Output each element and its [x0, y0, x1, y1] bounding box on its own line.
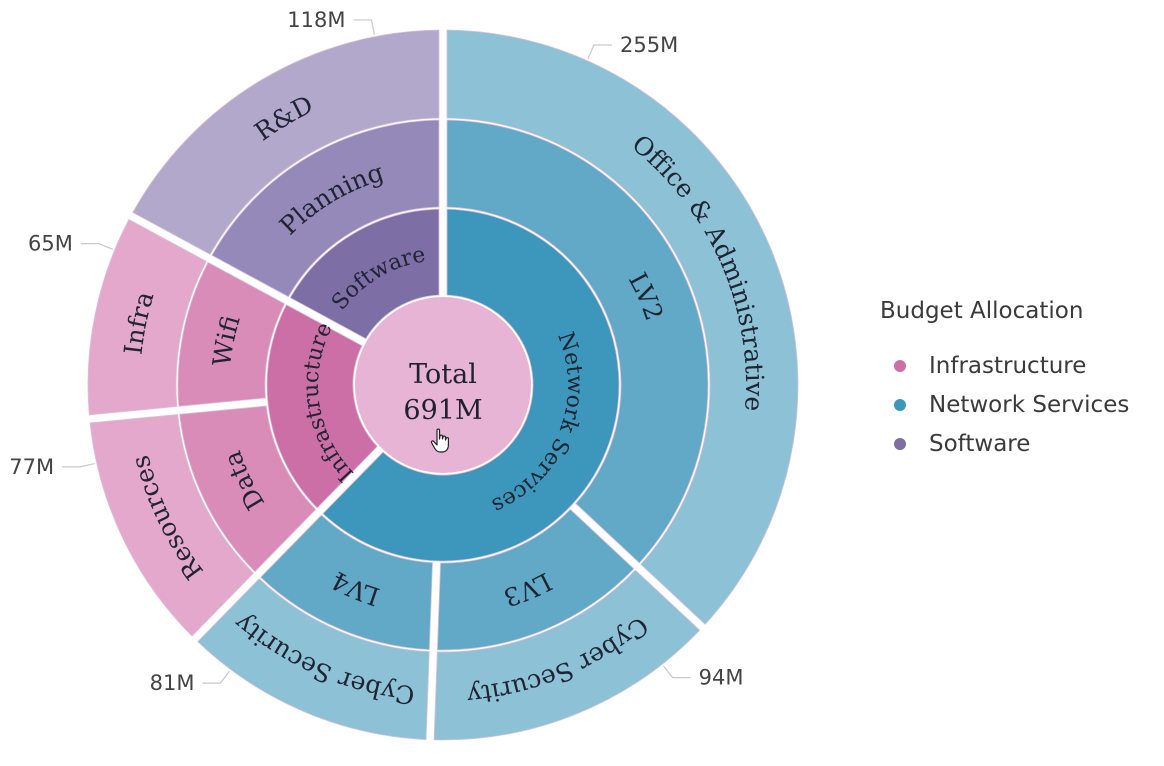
legend-dot-icon — [894, 359, 906, 372]
center-total-label: Total — [409, 359, 477, 390]
segment-data[interactable] — [179, 405, 317, 573]
value-label-lv3-cyber-security: 94M — [699, 666, 744, 690]
value-label-planning-randd: 118M — [287, 8, 345, 32]
center-circle[interactable] — [355, 297, 531, 473]
legend: Budget Allocation Infrastructure Network… — [880, 298, 1129, 463]
segment-lv3-cyber-security[interactable] — [433, 569, 701, 741]
legend-item-software[interactable]: Software — [880, 424, 1129, 463]
center-total-value: 691M — [403, 395, 482, 426]
legend-label: Network Services — [929, 391, 1130, 418]
legend-item-network-services[interactable]: Network Services — [880, 385, 1129, 424]
value-label-lv2-office-and-administrative: 255M — [620, 33, 678, 57]
leader-line — [662, 665, 691, 679]
leader-line — [80, 243, 113, 250]
legend-title: Budget Allocation — [880, 298, 1084, 324]
value-label-data-resources: 77M — [9, 455, 54, 479]
segment-planning[interactable] — [211, 119, 440, 298]
segments-layer — [87, 29, 799, 741]
segment-lv2-office-and-administrative[interactable] — [446, 29, 799, 625]
segment-software[interactable] — [289, 208, 440, 340]
segment-infrastructure[interactable] — [266, 304, 378, 509]
hand-cursor-icon — [430, 428, 449, 453]
segment-lv2[interactable] — [446, 119, 709, 564]
segment-data-resources[interactable] — [89, 414, 254, 637]
legend-item-infrastructure[interactable]: Infrastructure — [880, 346, 1129, 385]
segment-wifi[interactable] — [177, 261, 286, 407]
value-labels-layer: 255M 94M 81M 77M 65M 118M — [9, 8, 743, 695]
value-label-wifi-infra: 65M — [28, 232, 73, 256]
segment-planning-randd[interactable] — [132, 29, 440, 255]
segment-lv4[interactable] — [260, 514, 433, 651]
legend-label: Infrastructure — [929, 352, 1087, 379]
leader-line — [353, 19, 375, 35]
legend-label: Software — [929, 430, 1031, 457]
leader-line — [62, 462, 95, 468]
segment-lv4-cyber-security[interactable] — [197, 578, 430, 740]
segment-wifi-infra[interactable] — [87, 219, 207, 416]
leader-line — [587, 44, 612, 59]
segment-network-services[interactable] — [322, 208, 620, 562]
value-label-lv4-cyber-security: 81M — [150, 671, 195, 695]
segment-lv3[interactable] — [436, 508, 635, 651]
leader-line — [202, 670, 230, 684]
legend-dot-icon — [894, 398, 906, 411]
legend-dot-icon — [894, 437, 906, 450]
